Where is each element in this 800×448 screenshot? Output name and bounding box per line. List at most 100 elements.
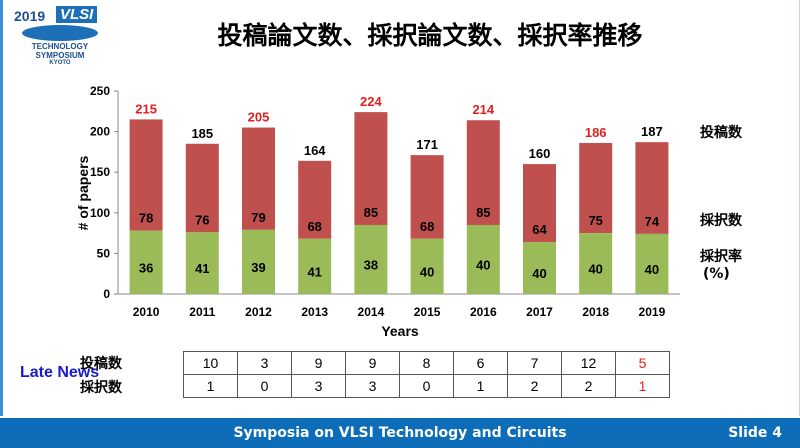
- row-label-accepted: 採択数: [80, 380, 122, 396]
- table-cell: 0: [237, 374, 292, 398]
- table-cell: 9: [291, 351, 346, 375]
- bar-rejected: [185, 143, 219, 233]
- accepted-label: 78: [139, 211, 153, 226]
- table-cell: 5: [615, 351, 670, 375]
- late-news-label: Late News: [20, 364, 100, 381]
- y-tick-label: 150: [90, 165, 110, 179]
- table-cell: 10: [183, 351, 238, 375]
- page-title: 投稿論文数、採択論文数、採択率推移: [217, 21, 643, 50]
- accepted-label: 85: [476, 205, 490, 220]
- table-cell: 1: [453, 374, 508, 398]
- x-tick-label: 2013: [301, 305, 328, 319]
- bar-rejected: [129, 119, 163, 231]
- bar-accepted: [579, 233, 613, 294]
- y-tick-label: 0: [103, 287, 110, 301]
- table-row-submitted: 10 3 9 9 8 6 7 12 5: [183, 351, 670, 375]
- x-tick-label: 2010: [133, 305, 160, 319]
- x-axis-label: Years: [381, 323, 419, 339]
- accepted-label: 74: [645, 214, 660, 229]
- bar-rejected: [410, 155, 444, 239]
- footer-title: Symposia on VLSI Technology and Circuits: [233, 425, 567, 441]
- bar-accepted: [129, 230, 163, 294]
- accepted-label: 64: [532, 222, 547, 237]
- table-cell: 2: [507, 374, 562, 398]
- rate-label: 36: [139, 260, 153, 275]
- total-label: 215: [135, 101, 157, 116]
- bar-rejected: [354, 112, 388, 225]
- logo-year: 2019: [14, 8, 46, 24]
- y-tick-label: 200: [90, 125, 110, 139]
- row-label-submitted: 投稿数: [80, 356, 122, 372]
- x-tick-label: 2012: [245, 305, 272, 319]
- x-tick-label: 2019: [639, 305, 666, 319]
- bar-accepted: [298, 238, 332, 294]
- total-label: 214: [472, 102, 494, 117]
- total-label: 224: [360, 94, 382, 109]
- x-tick-label: 2017: [526, 305, 553, 319]
- bar-accepted: [410, 238, 444, 294]
- table-cell: 12: [561, 351, 616, 375]
- x-tick-label: 2018: [582, 305, 609, 319]
- bar-rejected: [523, 164, 556, 243]
- bar-accepted: [354, 224, 388, 294]
- logo-line1: TECHNOLOGY: [31, 42, 89, 51]
- table-cell: 9: [345, 351, 400, 375]
- bar-rejected: [579, 142, 613, 234]
- table-cell: 2: [561, 374, 616, 398]
- table-cell: 1: [183, 374, 238, 398]
- y-tick-label: 50: [97, 246, 111, 260]
- legend-rate-unit: (%): [703, 266, 730, 282]
- logo-line2: SYMPOSIUM: [35, 51, 85, 60]
- legend-accepted: 採択数: [700, 213, 742, 229]
- bar-rejected: [242, 127, 275, 230]
- slide-number: Slide 4: [728, 425, 782, 441]
- total-label: 205: [248, 110, 270, 125]
- bar-rejected: [298, 160, 332, 239]
- bar-rejected: [466, 120, 500, 225]
- rate-label: 40: [476, 257, 490, 272]
- rate-label: 40: [588, 262, 602, 277]
- total-label: 160: [529, 146, 551, 161]
- footer: Symposia on VLSI Technology and Circuits…: [0, 418, 800, 448]
- rate-label: 40: [420, 264, 434, 279]
- logo-brand: VLSI: [56, 6, 98, 23]
- globe-icon: [22, 25, 98, 41]
- accepted-label: 76: [195, 212, 209, 227]
- rate-label: 40: [532, 266, 546, 281]
- rate-label: 39: [251, 260, 265, 275]
- accepted-label: 75: [588, 213, 602, 228]
- rate-label: 41: [195, 261, 209, 276]
- table-cell: 3: [345, 374, 400, 398]
- legend-total: 投稿数: [700, 125, 742, 141]
- accepted-label: 85: [364, 205, 378, 220]
- bar-accepted: [185, 232, 219, 294]
- vlsi-logo: 2019 VLSI TECHNOLOGY SYMPOSIUM KYOTO: [10, 4, 110, 70]
- bar-chart: # of papers Years 0 50 100 150 200 250 215 78 36…: [75, 84, 680, 339]
- y-tick-label: 100: [90, 206, 110, 220]
- logo-line3: KYOTO: [49, 60, 71, 66]
- table-cell: 6: [453, 351, 508, 375]
- x-tick-label: 2015: [414, 305, 441, 319]
- bar-accepted: [242, 229, 275, 294]
- bar-accepted: [635, 233, 669, 294]
- legend-rate: 採択率: [700, 249, 742, 265]
- accepted-label: 79: [251, 210, 265, 225]
- total-label: 185: [191, 126, 213, 141]
- total-label: 187: [641, 124, 663, 139]
- rate-label: 40: [645, 262, 659, 277]
- x-tick-label: 2014: [358, 305, 385, 319]
- total-label: 171: [416, 137, 438, 152]
- total-label: 186: [585, 125, 607, 140]
- y-tick-label: 250: [90, 84, 110, 98]
- table-cell: 0: [399, 374, 454, 398]
- x-tick-label: 2011: [189, 305, 215, 319]
- table-cell: 7: [507, 351, 562, 375]
- bar-accepted: [523, 242, 556, 294]
- x-tick-label: 2016: [470, 305, 497, 319]
- rate-label: 41: [307, 264, 321, 279]
- accepted-label: 68: [307, 219, 321, 234]
- table-cell: 3: [237, 351, 292, 375]
- y-axis-label: # of papers: [75, 155, 91, 230]
